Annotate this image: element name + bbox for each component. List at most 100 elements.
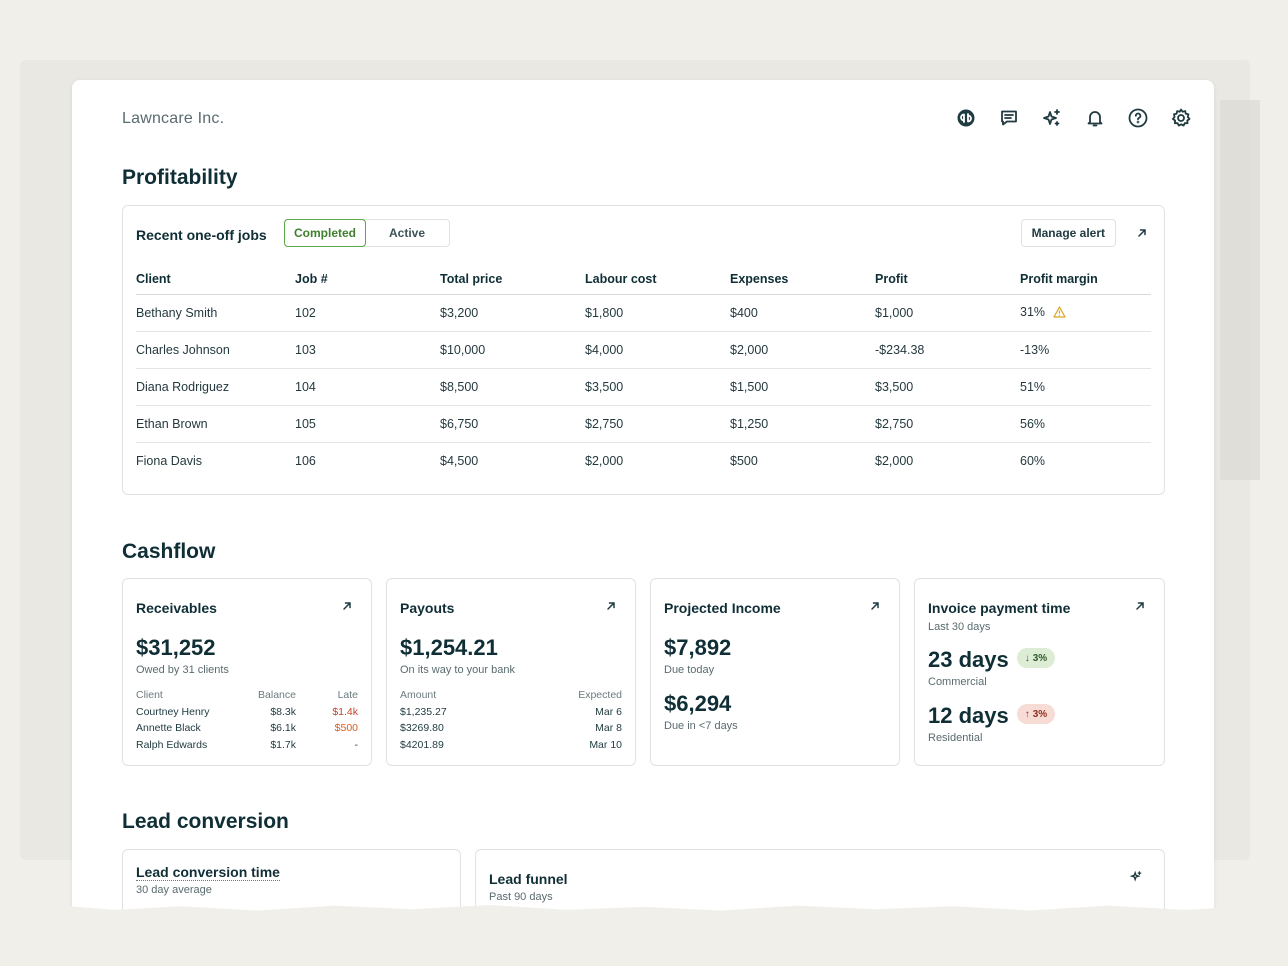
list-item[interactable]: Annette Black $6.1k $500: [136, 720, 358, 737]
top-toolbar: [955, 107, 1192, 129]
expand-arrow-icon[interactable]: [869, 599, 883, 613]
invoice-payment-time-card: Invoice payment time Last 30 days 23 day…: [914, 578, 1165, 766]
balance: $8.3k: [270, 705, 296, 718]
cell-labour: $2,000: [585, 454, 624, 468]
lead-conversion-time-title[interactable]: Lead conversion time: [136, 864, 280, 881]
list-header: Amount Expected: [400, 687, 622, 704]
cell-profit: $1,000: [875, 294, 1020, 332]
col-expenses[interactable]: Expenses: [730, 264, 875, 295]
job-number-link[interactable]: 104: [295, 368, 440, 406]
header-late: Late: [337, 689, 358, 702]
cell-labour: $3,500: [585, 368, 730, 406]
receivables-sub: Owed by 31 clients: [136, 664, 229, 676]
cell-client: Bethany Smith: [136, 294, 295, 332]
header-amount: Amount: [400, 689, 437, 702]
cell-profit: -$234.38: [875, 331, 1020, 369]
expand-arrow-icon[interactable]: [605, 599, 619, 613]
cell-profit: $2,000: [875, 454, 914, 468]
col-profit[interactable]: Profit: [875, 264, 1020, 295]
table-row[interactable]: Diana Rodriguez 104 $8,500 $3,500 $1,500…: [136, 368, 1151, 406]
cell-expenses: $1,250: [730, 405, 875, 443]
list-item[interactable]: Courtney Henry $8.3k $1.4k: [136, 704, 358, 721]
quickbooks-icon[interactable]: [955, 107, 977, 129]
cell-expenses: $2,000: [730, 331, 875, 369]
jobs-table: Client Job # Total price Labour cost Exp…: [136, 264, 1151, 479]
payouts-amount: $1,254.21: [400, 635, 498, 660]
projected-income-title: Projected Income: [664, 600, 781, 616]
lead-conversion-heading: Lead conversion: [122, 810, 289, 833]
payout-date: Mar 8: [595, 722, 622, 735]
projected-week-amount: $6,294: [664, 691, 732, 716]
manage-alert-button[interactable]: Manage alert: [1020, 219, 1116, 247]
expand-arrow-icon[interactable]: [1134, 599, 1148, 613]
cell-profit: $3,500: [875, 368, 1020, 406]
cell-client: Diana Rodriguez: [136, 368, 295, 406]
sparkles-icon[interactable]: [1041, 107, 1063, 129]
dashboard-card: Lawncare Inc. Profitability Recent one-o…: [72, 80, 1214, 940]
cell-total: $10,000: [440, 331, 585, 369]
cell-profit: $2,750: [875, 405, 1020, 443]
cell-expenses: $1,500: [730, 368, 875, 406]
help-icon[interactable]: [1127, 107, 1149, 129]
job-number-link[interactable]: 105: [295, 405, 440, 443]
cell-labour: $4,000: [585, 331, 730, 369]
list-item[interactable]: $1,235.27 Mar 6: [400, 704, 622, 721]
torn-paper-edge: [0, 905, 1288, 966]
warning-icon: [1053, 305, 1066, 321]
cell-total: $4,500: [440, 454, 479, 468]
payouts-sub: On its way to your bank: [400, 664, 515, 676]
header-balance: Balance: [258, 689, 296, 702]
commercial-label: Commercial: [928, 676, 987, 688]
table-row[interactable]: Bethany Smith 102 $3,200 $1,800 $400 $1,…: [136, 294, 1151, 332]
lead-conversion-time-sub: 30 day average: [136, 884, 212, 896]
expand-arrow-icon[interactable]: [1136, 226, 1150, 240]
lead-conversion-time-label: Lead conversion time: [136, 864, 280, 881]
background-texture-edge: [1220, 100, 1260, 480]
invoice-time-period: Last 30 days: [928, 621, 991, 633]
residential-days-value: 12 days: [928, 703, 1009, 728]
col-labour-cost[interactable]: Labour cost: [585, 264, 730, 295]
table-row[interactable]: Ethan Brown 105 $6,750 $2,750 $1,250 $2,…: [136, 405, 1151, 443]
cell-margin: 56%: [1020, 405, 1151, 443]
job-number-link[interactable]: 102: [295, 294, 440, 332]
payouts-title: Payouts: [400, 600, 455, 616]
sparkles-icon[interactable]: [1129, 870, 1144, 884]
chat-icon[interactable]: [998, 107, 1020, 129]
payouts-list: Amount Expected $1,235.27 Mar 6 $3269.80…: [400, 687, 622, 753]
col-job[interactable]: Job #: [295, 264, 440, 295]
col-profit-margin[interactable]: Profit margin: [1020, 264, 1151, 295]
lead-funnel-title: Lead funnel: [489, 871, 568, 887]
arrow-down-icon: ↓: [1024, 652, 1030, 664]
payout-amount: $4201.89: [400, 738, 444, 751]
late-amount: -: [354, 738, 359, 751]
receivables-title: Receivables: [136, 600, 217, 616]
table-row[interactable]: Charles Johnson 103 $10,000 $4,000 $2,00…: [136, 331, 1151, 369]
cell-client: Ethan Brown: [136, 405, 295, 443]
recent-jobs-panel: Recent one-off jobs Completed Active Man…: [122, 205, 1165, 495]
client-name: Ralph Edwards: [136, 738, 208, 751]
projected-today-amount: $7,892: [664, 635, 732, 660]
trend-down-badge: ↓ 3%: [1016, 648, 1056, 669]
list-item[interactable]: $4201.89 Mar 10: [400, 737, 622, 754]
expand-arrow-icon[interactable]: [341, 599, 355, 613]
job-number-link[interactable]: 103: [295, 331, 440, 369]
list-header: Client Balance Late: [136, 687, 358, 704]
cell-expenses: $500: [730, 454, 758, 468]
table-row[interactable]: Fiona Davis 106 $4,500 $2,000 $500 $2,00…: [136, 443, 1151, 480]
bell-icon[interactable]: [1084, 107, 1106, 129]
col-total-price[interactable]: Total price: [440, 264, 585, 295]
job-number-link[interactable]: 106: [295, 454, 316, 468]
payout-amount: $1,235.27: [400, 705, 447, 718]
payout-date: Mar 10: [589, 738, 622, 751]
list-item[interactable]: $3269.80 Mar 8: [400, 720, 622, 737]
list-item[interactable]: Ralph Edwards $1.7k -: [136, 737, 358, 754]
tab-active[interactable]: Active: [389, 226, 426, 240]
gear-icon[interactable]: [1170, 107, 1192, 129]
col-client[interactable]: Client: [136, 264, 295, 295]
tab-completed[interactable]: Completed: [284, 219, 367, 247]
receivables-amount: $31,252: [136, 635, 216, 660]
invoice-time-title: Invoice payment time: [928, 600, 1071, 616]
cell-client: Fiona Davis: [136, 454, 202, 468]
lead-funnel-sub: Past 90 days: [489, 891, 553, 903]
projected-today-sub: Due today: [664, 664, 715, 676]
